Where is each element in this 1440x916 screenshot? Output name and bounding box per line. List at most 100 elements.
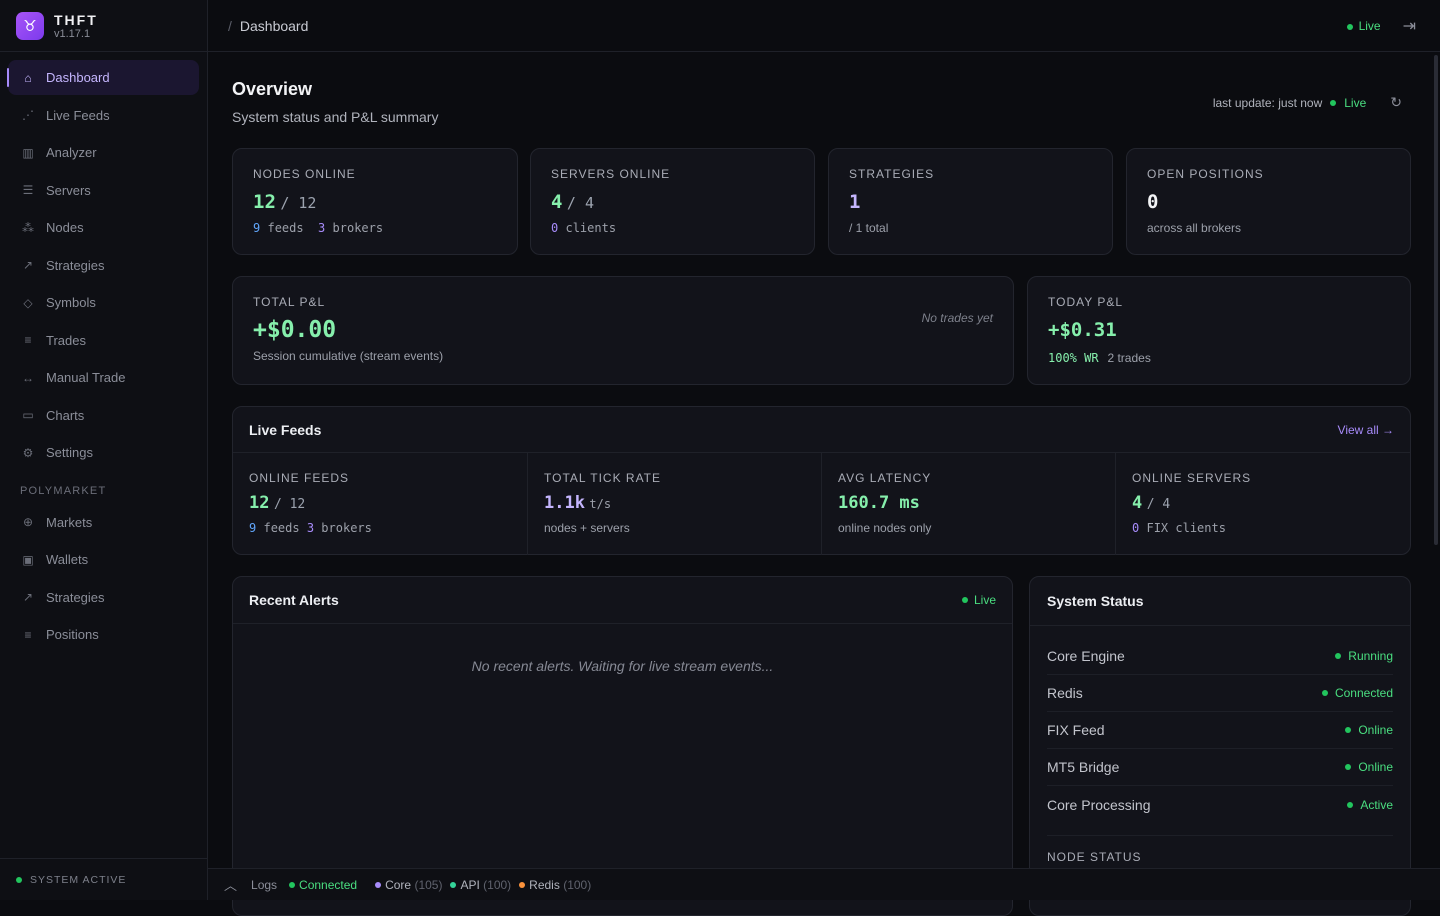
breadcrumb[interactable]: Dashboard bbox=[239, 17, 309, 34]
servers-online-card: SERVERS ONLINE 4 / 4 0 clients bbox=[530, 148, 815, 255]
total-pnl-value: +$0.00 bbox=[253, 317, 337, 343]
sidebar-item-label: Nodes bbox=[46, 220, 84, 235]
status-row-fix-feed: FIX Feed Online bbox=[1047, 712, 1393, 749]
cell-label: ONLINE SERVERS bbox=[1132, 471, 1252, 485]
fix-clients-count: 0 bbox=[1132, 521, 1140, 535]
last-update-text: last update: just now bbox=[1212, 95, 1323, 110]
redis-count: (100) bbox=[563, 877, 592, 892]
feeds-count: 9 bbox=[249, 521, 257, 535]
refresh-icon[interactable]: ↻ bbox=[1390, 94, 1402, 110]
sidebar-item-polymarket-positions[interactable]: ≡ Positions bbox=[8, 617, 199, 652]
logs-toggle[interactable]: Logs bbox=[251, 877, 278, 892]
sidebar-item-polymarket-wallets[interactable]: ▣ Wallets bbox=[8, 542, 199, 577]
sidebar-item-label: Trades bbox=[46, 332, 86, 348]
online-servers-cell: ONLINE SERVERS 4 / 4 0 FIX clients bbox=[1116, 453, 1410, 555]
api-log-filter[interactable]: API (100) bbox=[460, 878, 511, 892]
sidebar-section-polymarket: POLYMARKET bbox=[20, 484, 107, 497]
sidebar-item-label: Markets bbox=[46, 514, 93, 530]
analyzer-icon: ▥ bbox=[22, 145, 34, 160]
sidebar-item-polymarket-strategies[interactable]: ↗ Strategies bbox=[8, 580, 199, 615]
brand: ♉︎ THFT v1.17.1 bbox=[0, 0, 207, 52]
cell-label: ONLINE FEEDS bbox=[249, 471, 350, 485]
tick-rate-unit: t/s bbox=[589, 497, 612, 511]
no-trades-note: No trades yet bbox=[921, 311, 993, 325]
servers-icon: ☰ bbox=[22, 183, 34, 197]
feeds-label: feeds bbox=[263, 521, 300, 535]
sidebar-item-polymarket-markets[interactable]: ⊕ Markets bbox=[8, 505, 199, 540]
status-dot-icon bbox=[1335, 653, 1342, 659]
open-positions-value: 0 bbox=[1147, 191, 1159, 213]
taurus-icon: ♉︎ bbox=[16, 11, 44, 40]
win-rate: 100% WR bbox=[1048, 351, 1099, 365]
sidebar-item-label: Wallets bbox=[46, 552, 89, 567]
strategies-sub: / 1 total bbox=[849, 221, 889, 235]
live-dot-icon bbox=[961, 597, 968, 603]
sidebar-item-nodes[interactable]: ⁂ Nodes bbox=[8, 210, 199, 245]
system-status-panel: System Status Core Engine Running Redis Con… bbox=[1029, 576, 1411, 916]
sidebar-item-manual-trade[interactable]: ↔ Manual Trade bbox=[8, 360, 199, 395]
logout-icon[interactable]: ⇥ bbox=[1402, 18, 1416, 35]
status-row-core-processing: Core Processing Active bbox=[1047, 786, 1393, 823]
card-label: SERVERS ONLINE bbox=[551, 167, 671, 181]
live-indicator: Live bbox=[961, 593, 996, 607]
status-dot-icon bbox=[16, 876, 22, 883]
sidebar-item-label: Symbols bbox=[46, 295, 96, 310]
sidebar-item-label: Live Feeds bbox=[46, 107, 110, 123]
sidebar-item-label: Dashboard bbox=[46, 70, 110, 85]
sidebar-item-charts[interactable]: ▭ Charts bbox=[8, 398, 199, 433]
sidebar-item-label: Settings bbox=[46, 445, 93, 460]
sidebar-nav: ⌂ Dashboard ⋰ Live Feeds ▥ Analyzer ☰ Servers ⁂ N… bbox=[0, 52, 207, 663]
redis-label: Redis bbox=[529, 877, 560, 892]
core-dot-icon bbox=[375, 881, 382, 888]
total-pnl-card: TOTAL P&L +$0.00 Session cumulative (str… bbox=[232, 276, 1014, 385]
tick-rate-sub: nodes + servers bbox=[544, 521, 630, 535]
api-count: (100) bbox=[483, 877, 512, 892]
sidebar-item-settings[interactable]: ⚙ Settings bbox=[8, 435, 199, 470]
servers-online-value: 4 bbox=[551, 191, 563, 213]
latency-cell: AVG LATENCY 160.7 ms online nodes only bbox=[822, 453, 1116, 555]
core-log-filter[interactable]: Core (105) bbox=[385, 878, 442, 892]
total-pnl-sub: Session cumulative (stream events) bbox=[253, 349, 444, 363]
sidebar-item-symbols[interactable]: ◇ Symbols bbox=[8, 285, 199, 320]
brokers-label: brokers bbox=[321, 521, 372, 535]
service-name: Redis bbox=[1047, 685, 1083, 701]
fix-clients-label: FIX clients bbox=[1146, 521, 1226, 535]
sidebar-item-strategies[interactable]: ↗ Strategies bbox=[8, 248, 199, 283]
connection-status: Connected bbox=[299, 877, 358, 892]
status-badge: Online bbox=[1345, 760, 1393, 774]
status-row-redis: Redis Connected bbox=[1047, 675, 1393, 712]
recent-alerts-panel: Recent Alerts Live No recent alerts. Wai… bbox=[232, 576, 1013, 916]
core-count: (105) bbox=[414, 877, 443, 892]
connected-dot-icon bbox=[289, 881, 296, 888]
status-badge: Active bbox=[1347, 798, 1393, 812]
view-all-link[interactable]: View all → bbox=[1337, 422, 1394, 437]
online-feeds-value: 12 bbox=[249, 493, 270, 513]
chevron-up-icon[interactable]: ︿ bbox=[224, 878, 238, 893]
today-pnl-value: +$0.31 bbox=[1048, 319, 1117, 341]
scrollbar[interactable] bbox=[1434, 55, 1438, 545]
status-dot-icon bbox=[1321, 690, 1328, 696]
panel-title: System Status bbox=[1030, 577, 1410, 626]
nodes-online-card: NODES ONLINE 12 / 12 9 feeds 3 brokers bbox=[232, 148, 518, 255]
sidebar: ♉︎ THFT v1.17.1 ⌂ Dashboard ⋰ Live Feeds ▥ An… bbox=[0, 0, 208, 900]
positions-sub: across all brokers bbox=[1147, 221, 1242, 235]
api-dot-icon bbox=[450, 881, 457, 888]
sidebar-item-label: Strategies bbox=[46, 589, 105, 605]
live-label: Live bbox=[1344, 95, 1367, 110]
sidebar-item-live-feeds[interactable]: ⋰ Live Feeds bbox=[8, 98, 199, 133]
sidebar-item-dashboard[interactable]: ⌂ Dashboard bbox=[7, 60, 199, 95]
logs-bar: ︿ Logs Connected Core (105) API (100) Re… bbox=[208, 868, 1440, 900]
manual-trade-icon: ↔ bbox=[22, 370, 34, 385]
sidebar-item-servers[interactable]: ☰ Servers bbox=[8, 173, 199, 208]
markets-icon: ⊕ bbox=[22, 515, 34, 529]
live-feeds-panel: Live Feeds View all → ONLINE FEEDS 12 / … bbox=[232, 406, 1411, 555]
servers-total: 4 bbox=[584, 194, 594, 212]
sidebar-item-analyzer[interactable]: ▥ Analyzer bbox=[8, 135, 199, 170]
redis-log-filter[interactable]: Redis (100) bbox=[529, 878, 591, 892]
live-label: Live bbox=[973, 593, 996, 607]
today-pnl-card: TODAY P&L +$0.31 100% WR 2 trades bbox=[1027, 276, 1411, 385]
sidebar-item-trades[interactable]: ≡ Trades bbox=[8, 323, 199, 358]
service-name: Core Processing bbox=[1047, 796, 1151, 813]
online-feeds-cell: ONLINE FEEDS 12 / 12 9 feeds 3 brokers bbox=[233, 453, 528, 555]
service-name: MT5 Bridge bbox=[1047, 759, 1120, 775]
